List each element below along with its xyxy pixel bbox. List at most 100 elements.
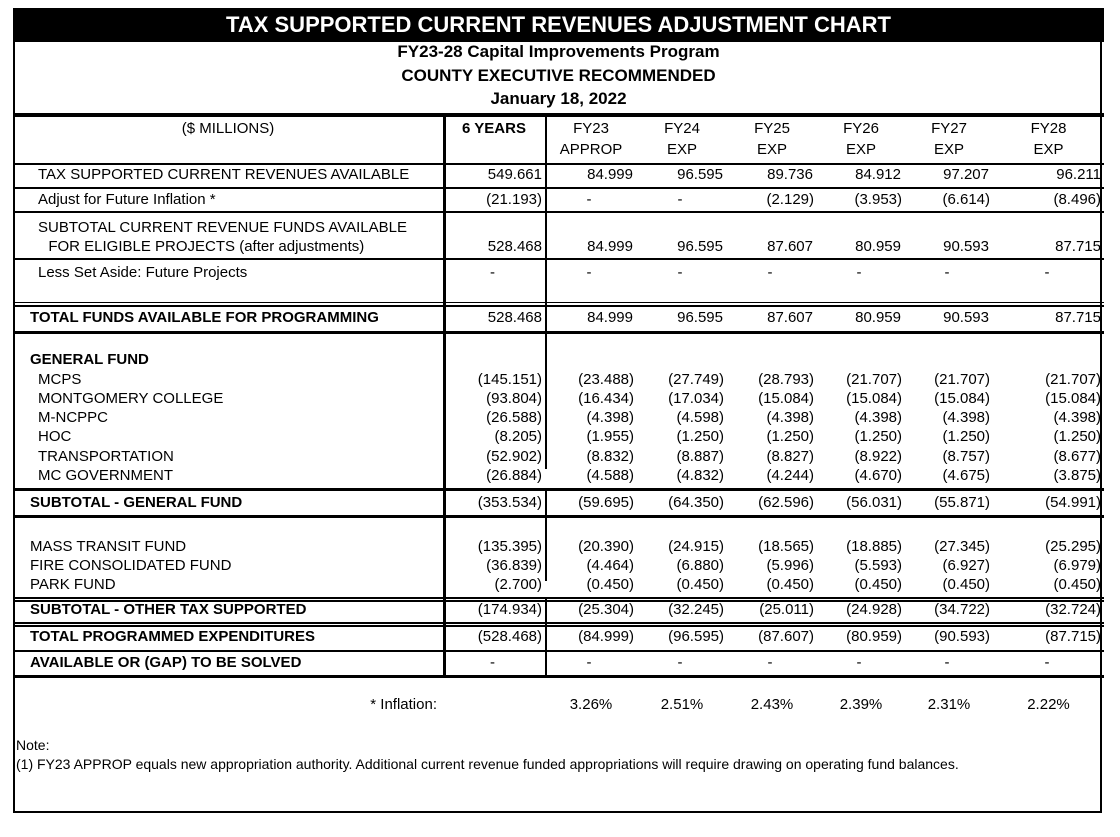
row-label: MCPS: [38, 371, 82, 388]
cell-value: -: [856, 264, 862, 281]
cell-value: (8.827): [766, 448, 814, 465]
row-divider: [13, 302, 1104, 303]
cell-value: (56.031): [846, 494, 902, 511]
cell-value: (64.350): [668, 494, 724, 511]
cell-value: (1.250): [766, 428, 814, 445]
cell-value: 87.715: [1055, 309, 1101, 326]
cell-value: (52.902): [486, 448, 542, 465]
row-divider: [13, 597, 1104, 599]
cell-value: (27.345): [934, 538, 990, 555]
cell-value: (4.398): [1053, 409, 1101, 426]
note-heading: Note:: [16, 737, 50, 753]
cell-value: -: [944, 654, 950, 671]
row-label: TAX SUPPORTED CURRENT REVENUES AVAILABLE: [38, 166, 410, 183]
inflation-rate-fy24: 2.51%: [660, 696, 704, 713]
row-label: PARK FUND: [30, 576, 116, 593]
cell-value: (25.011): [759, 601, 814, 618]
row-divider: [13, 113, 1104, 117]
cell-value: 80.959: [855, 238, 901, 255]
cell-value: (90.593): [934, 628, 990, 645]
cell-value: -: [490, 654, 495, 671]
cell-value: (27.749): [668, 371, 724, 388]
cell-value: -: [856, 654, 862, 671]
cell-value: (4.398): [942, 409, 990, 426]
cell-value: -: [586, 191, 592, 208]
cell-value: (4.244): [766, 467, 814, 484]
cell-value: 528.468: [487, 238, 542, 255]
cell-value: (87.607): [758, 628, 814, 645]
cell-value: (145.151): [477, 371, 542, 388]
cell-value: 87.607: [767, 309, 813, 326]
cell-value: (59.695): [578, 494, 634, 511]
inflation-rate-fy25: 2.43%: [750, 696, 794, 713]
cell-value: (36.839): [486, 557, 542, 574]
row-label: FOR ELIGIBLE PROJECTS (after adjustments…: [40, 238, 365, 255]
row-label: M-NCPPC: [38, 409, 108, 426]
cell-value: (4.398): [854, 409, 902, 426]
cell-value: (21.707): [846, 371, 902, 388]
cell-value: (4.398): [586, 409, 634, 426]
cell-value: 96.211: [1056, 166, 1101, 183]
cell-value: (6.880): [676, 557, 724, 574]
cell-value: (17.034): [668, 390, 724, 407]
column-header-fy27: FY27: [931, 120, 967, 137]
row-label: TRANSPORTATION: [38, 448, 174, 465]
cell-value: 90.593: [943, 309, 989, 326]
cell-value: (20.390): [578, 538, 634, 555]
cell-value: (8.205): [494, 428, 542, 445]
cell-value: (93.804): [486, 390, 542, 407]
cell-value: 96.595: [677, 166, 723, 183]
column-subheader: EXP: [666, 141, 697, 158]
cell-value: (0.450): [942, 576, 990, 593]
column-header-fy26: FY26: [843, 120, 879, 137]
cell-value: (18.885): [846, 538, 902, 555]
row-divider: [13, 675, 1104, 678]
cell-value: (353.534): [477, 494, 542, 511]
cell-value: (25.295): [1045, 538, 1101, 555]
cell-value: (16.434): [578, 390, 634, 407]
cell-value: (55.871): [934, 494, 990, 511]
row-label: FIRE CONSOLIDATED FUND: [30, 557, 232, 574]
cell-value: (80.959): [846, 628, 902, 645]
cell-value: -: [677, 654, 683, 671]
cell-value: (21.193): [486, 191, 542, 208]
subtitle-program: FY23-28 Capital Improvements Program: [397, 42, 720, 61]
cell-value: (528.468): [477, 628, 542, 645]
cell-value: (4.464): [586, 557, 634, 574]
cell-value: (87.715): [1045, 628, 1101, 645]
cell-value: (6.927): [942, 557, 990, 574]
cell-value: (24.928): [846, 601, 902, 618]
cell-value: (1.250): [676, 428, 724, 445]
cell-value: 84.999: [587, 309, 633, 326]
cell-value: 89.736: [767, 166, 813, 183]
cell-value: (62.596): [758, 494, 814, 511]
row-label: Adjust for Future Inflation *: [38, 191, 216, 208]
cell-value: (4.598): [676, 409, 724, 426]
cell-value: (32.245): [668, 601, 724, 618]
cell-value: (26.884): [486, 467, 542, 484]
cell-value: -: [677, 191, 683, 208]
cell-value: (0.450): [766, 576, 814, 593]
cell-value: (8.922): [854, 448, 902, 465]
cell-value: 80.959: [855, 309, 901, 326]
cell-value: (24.915): [668, 538, 724, 555]
cell-value: (54.991): [1045, 494, 1101, 511]
cell-value: -: [944, 264, 950, 281]
row-label: Less Set Aside: Future Projects: [38, 264, 248, 281]
cell-value: (96.595): [668, 628, 724, 645]
cell-value: -: [767, 654, 773, 671]
row-label: SUBTOTAL CURRENT REVENUE FUNDS AVAILABLE: [38, 219, 407, 236]
column-header-fy25: FY25: [754, 120, 790, 137]
cell-value: (15.084): [1045, 390, 1101, 407]
row-divider: [13, 650, 1104, 652]
cell-value: (8.887): [676, 448, 724, 465]
cell-value: 549.661: [487, 166, 542, 183]
inflation-label: * Inflation:: [370, 696, 437, 713]
inflation-rate-fy26: 2.39%: [839, 696, 883, 713]
cell-value: (0.450): [586, 576, 634, 593]
cell-value: (8.677): [1053, 448, 1101, 465]
cell-value: 528.468: [487, 309, 542, 326]
column-header-6-years: 6 YEARS: [462, 120, 526, 137]
column-subheader: EXP: [756, 141, 787, 158]
cell-value: (8.832): [586, 448, 634, 465]
